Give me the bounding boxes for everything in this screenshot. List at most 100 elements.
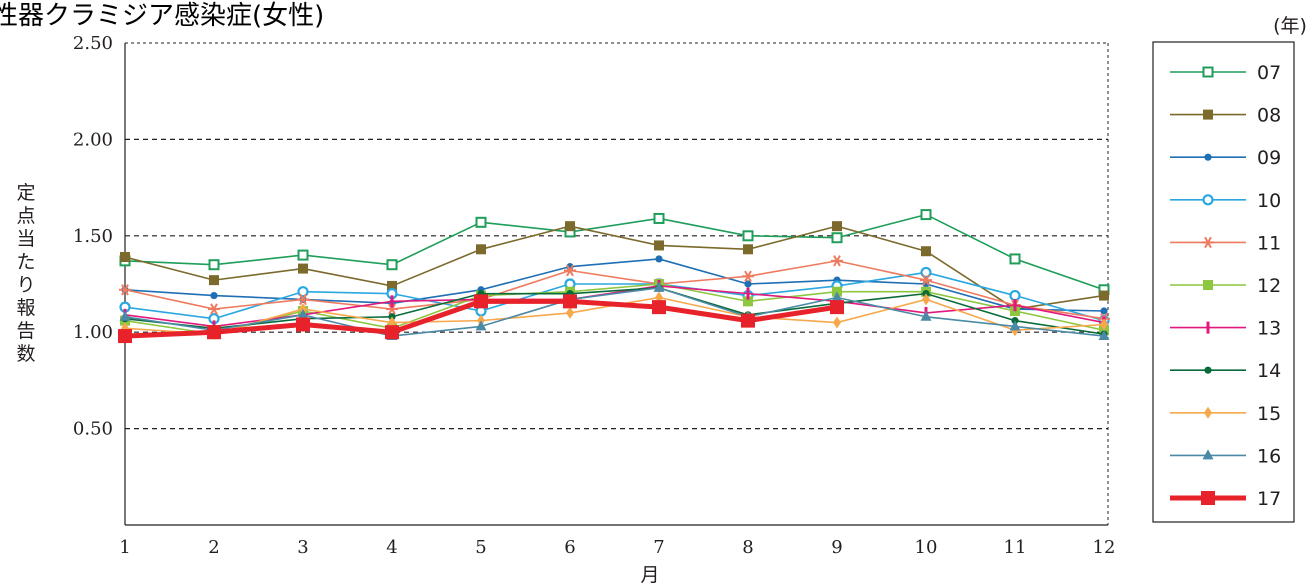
x-tick-label: 12 bbox=[1093, 537, 1116, 558]
chart-title: 性器クラミジア感染症(女性) bbox=[0, 1, 324, 31]
asterisk-stroke bbox=[833, 255, 841, 267]
y-axis-title: 定点当たり報告数 bbox=[16, 182, 35, 365]
data-point bbox=[1100, 307, 1108, 315]
data-point bbox=[119, 310, 131, 321]
data-point bbox=[1009, 253, 1021, 265]
series-17 bbox=[118, 294, 844, 344]
data-point bbox=[297, 249, 309, 261]
data-point bbox=[831, 232, 843, 244]
series-12 bbox=[120, 279, 1109, 340]
data-point bbox=[655, 255, 663, 263]
series-line bbox=[124, 287, 1105, 337]
data-point bbox=[298, 263, 308, 274]
data-point bbox=[386, 303, 398, 315]
data-point bbox=[743, 296, 753, 307]
x-axis-title: 月 bbox=[640, 564, 659, 585]
data-point bbox=[297, 293, 309, 306]
x-tick-label: 3 bbox=[297, 537, 308, 558]
data-point bbox=[118, 329, 132, 344]
data-point bbox=[741, 313, 755, 328]
asterisk-stroke bbox=[1204, 236, 1212, 249]
data-point bbox=[1009, 289, 1021, 302]
y-axis-ticks: 0.50 1.00 1.50 2.00 2.50 bbox=[73, 33, 113, 440]
data-point bbox=[833, 316, 841, 329]
data-point bbox=[653, 212, 665, 224]
x-tick-label: 4 bbox=[386, 537, 397, 558]
series-group bbox=[118, 209, 1110, 344]
series-07 bbox=[119, 209, 1110, 296]
x-tick-label: 1 bbox=[119, 537, 130, 558]
data-point bbox=[563, 294, 577, 309]
series-11 bbox=[119, 255, 1110, 325]
series-16 bbox=[119, 281, 1110, 341]
legend-marker bbox=[1202, 66, 1214, 78]
data-point bbox=[920, 209, 932, 221]
asterisk-stroke bbox=[566, 264, 574, 277]
data-point bbox=[832, 221, 842, 232]
y-tick-label: 0.50 bbox=[73, 419, 113, 440]
y-tick-label: 2.00 bbox=[73, 129, 113, 150]
data-point bbox=[831, 291, 843, 302]
x-tick-label: 2 bbox=[208, 537, 219, 558]
data-point bbox=[920, 310, 932, 321]
x-tick-label: 6 bbox=[564, 537, 575, 558]
legend-marker bbox=[1204, 153, 1212, 161]
legend: 07 08 09 10 11 12 13 14 15 16 17 bbox=[1152, 41, 1295, 523]
legend-title: (年) bbox=[1273, 15, 1307, 37]
asterisk-stroke bbox=[744, 270, 752, 282]
x-tick-label: 8 bbox=[742, 537, 753, 558]
y-tick-label: 1.00 bbox=[73, 322, 113, 343]
legend-label: 12 bbox=[1257, 275, 1281, 297]
grid-lines bbox=[125, 138, 1108, 430]
legend-label: 16 bbox=[1257, 445, 1281, 467]
data-point bbox=[1098, 330, 1110, 341]
data-point bbox=[743, 244, 753, 255]
data-point bbox=[564, 264, 576, 277]
data-point bbox=[386, 259, 398, 271]
legend-marker bbox=[1201, 491, 1215, 505]
legend-marker bbox=[1204, 406, 1212, 419]
data-point bbox=[390, 295, 394, 308]
asterisk-stroke bbox=[210, 303, 218, 315]
data-point bbox=[922, 293, 930, 306]
asterisk-stroke bbox=[299, 293, 307, 306]
legend-label: 07 bbox=[1257, 62, 1281, 84]
data-point bbox=[297, 308, 309, 319]
data-point bbox=[1013, 299, 1017, 312]
legend-marker bbox=[1204, 366, 1212, 374]
x-axis-ticks: 1 2 3 4 5 6 7 8 9 10 11 12 bbox=[119, 537, 1115, 558]
legend-label: 13 bbox=[1257, 318, 1281, 340]
data-point bbox=[296, 317, 310, 332]
series-line bbox=[124, 260, 1105, 320]
data-point bbox=[652, 300, 666, 315]
data-point bbox=[208, 303, 220, 315]
x-tick-label: 10 bbox=[915, 537, 938, 558]
data-point bbox=[831, 255, 843, 267]
data-point bbox=[387, 280, 397, 291]
x-tick-label: 7 bbox=[653, 537, 664, 558]
data-point bbox=[1100, 318, 1108, 331]
series-line bbox=[124, 225, 1105, 310]
data-point bbox=[921, 246, 931, 257]
legend-marker bbox=[1203, 280, 1213, 290]
legend-label: 15 bbox=[1257, 403, 1281, 425]
legend-marker bbox=[1206, 321, 1210, 334]
series-line bbox=[124, 283, 1105, 335]
data-point bbox=[744, 280, 752, 288]
series-line bbox=[124, 271, 1105, 322]
legend-label: 09 bbox=[1257, 147, 1281, 169]
legend-label: 17 bbox=[1257, 488, 1281, 510]
data-point bbox=[210, 291, 218, 300]
asterisk-stroke bbox=[922, 274, 930, 286]
series-line bbox=[124, 213, 1105, 291]
asterisk-stroke bbox=[121, 284, 129, 296]
series-line bbox=[124, 287, 1105, 335]
legend-marker bbox=[1203, 109, 1213, 120]
data-point bbox=[742, 230, 754, 242]
data-point bbox=[385, 325, 399, 340]
data-point bbox=[119, 284, 131, 296]
data-point bbox=[1099, 290, 1109, 301]
legend-marker bbox=[1202, 194, 1214, 206]
data-point bbox=[208, 259, 220, 271]
legend-label: 11 bbox=[1257, 232, 1281, 254]
